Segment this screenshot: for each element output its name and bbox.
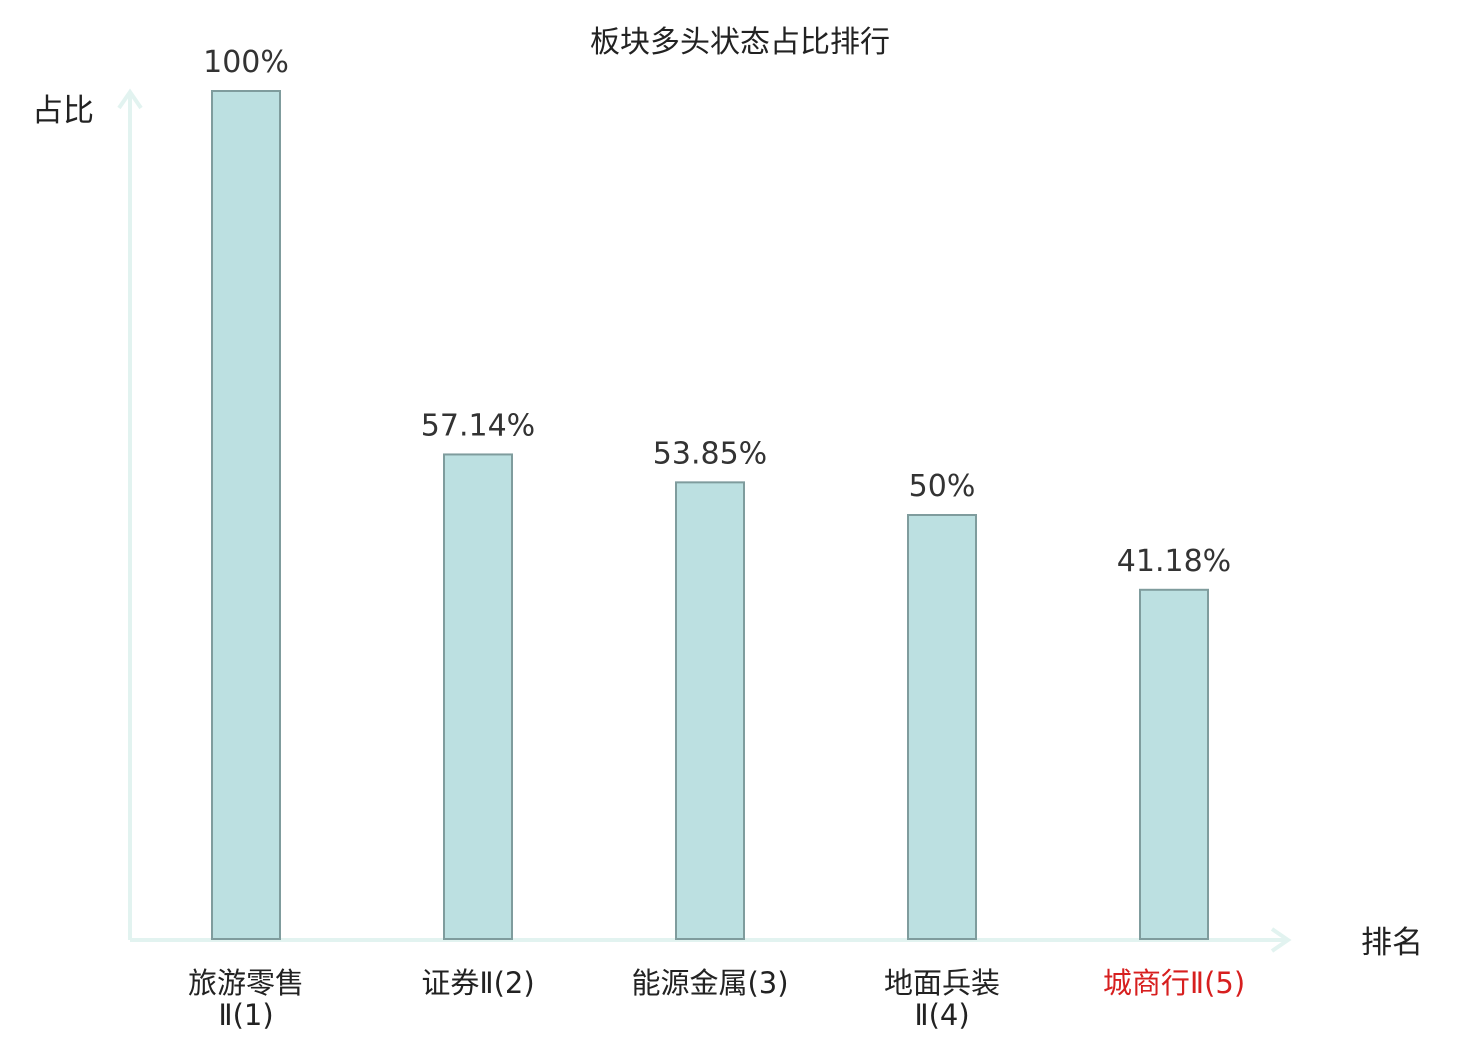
bar-group xyxy=(211,90,1209,940)
x-tick-label-line: 地面兵装 xyxy=(884,966,1000,1000)
x-axis-label: 排名 xyxy=(1361,925,1423,961)
x-tick-label: 证券Ⅱ(2) xyxy=(421,966,534,1000)
x-tick-label-line: 城商行Ⅱ(5) xyxy=(1103,966,1245,1000)
x-tick-label-line: 证券Ⅱ(2) xyxy=(421,966,534,1000)
bar-value-label: 100% xyxy=(203,45,289,80)
chart-title: 板块多头状态占比排行 xyxy=(590,25,890,60)
bar xyxy=(907,514,977,940)
bar-value-label: 53.85% xyxy=(653,436,767,471)
x-tick-label-line: 旅游零售 xyxy=(188,966,304,1000)
x-tick-label: 旅游零售 Ⅱ(1) xyxy=(188,966,304,1032)
x-tick-label: 能源金属(3) xyxy=(631,966,788,1000)
bar xyxy=(211,90,281,940)
bar xyxy=(443,453,513,940)
value-label-group: 100% 57.14% 53.85% 50% 41.18% xyxy=(203,45,1231,579)
bar-value-label: 41.18% xyxy=(1117,544,1231,579)
bar-value-label: 57.14% xyxy=(421,408,535,443)
bar-value-label: 50% xyxy=(909,469,976,504)
y-axis-label: 占比 xyxy=(32,93,94,129)
x-tick-label-line: Ⅱ(4) xyxy=(914,998,969,1032)
bar xyxy=(675,481,745,940)
x-tick-label-line: 能源金属(3) xyxy=(631,966,788,1000)
y-axis-arrow xyxy=(117,88,143,110)
bar xyxy=(1139,588,1209,940)
x-tick-label-group: 旅游零售 Ⅱ(1) 证券Ⅱ(2) 能源金属(3) 地面兵装 Ⅱ(4) 城商行Ⅱ(5) xyxy=(188,966,1245,1032)
x-axis-arrow xyxy=(1270,927,1292,953)
x-tick-label-line: Ⅱ(1) xyxy=(218,998,273,1032)
x-tick-label: 地面兵装 Ⅱ(4) xyxy=(884,966,1000,1032)
x-tick-label: 城商行Ⅱ(5) xyxy=(1103,966,1245,1000)
